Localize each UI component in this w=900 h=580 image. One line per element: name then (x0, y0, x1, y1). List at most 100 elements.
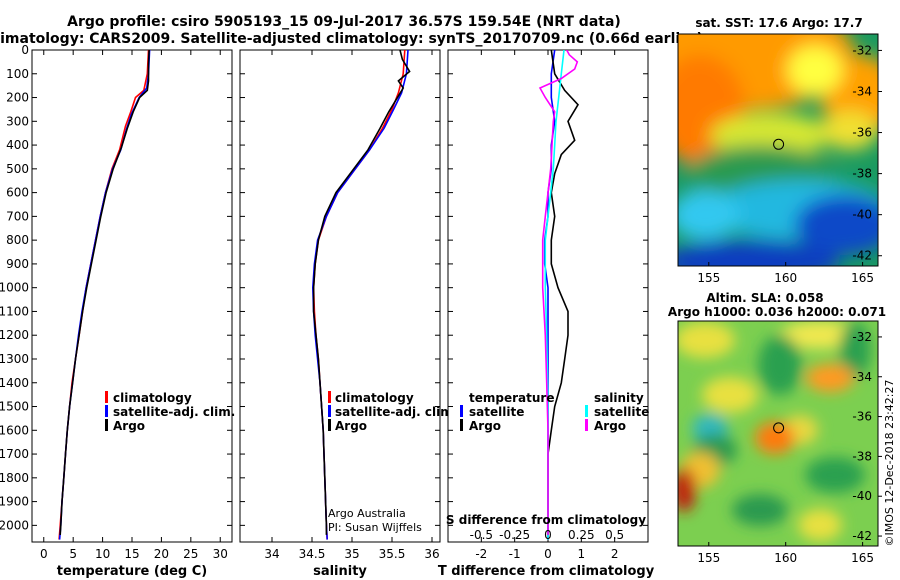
depth-tick-label: 1500 (0, 400, 29, 414)
legend-label-argo: Argo (335, 419, 367, 433)
s-diff-tick-label: 0 (544, 528, 552, 542)
x-tick-label: 0 (544, 547, 552, 561)
depth-tick-label: 1000 (0, 281, 29, 295)
sst-yellow-band (710, 113, 830, 157)
lon-tick-label: 165 (851, 271, 874, 285)
series-line-t-argo (547, 50, 579, 535)
depth-tick-label: 700 (6, 209, 29, 223)
depth-tick-label: 1200 (0, 328, 29, 342)
x-tick-label: -2 (475, 547, 487, 561)
imos-timestamp: ©IMOS 12-Dec-2018 23:42:27 (883, 380, 896, 547)
depth-tick-label: 200 (6, 91, 29, 105)
sst-yellow-ne (787, 45, 843, 95)
lat-tick-label: -40 (852, 208, 872, 222)
sst-blue-southeast (795, 195, 878, 255)
lat-tick-label: -34 (852, 84, 872, 98)
salinity-plot-frame (239, 49, 441, 543)
legend-label-climatology: climatology (113, 391, 192, 405)
sla-orange-c (755, 422, 795, 454)
depth-tick-label: 400 (6, 138, 29, 152)
lat-tick-label: -32 (852, 330, 872, 344)
legend-label-temperature: temperature (469, 391, 554, 405)
sst-cyan-west (678, 190, 740, 240)
lon-tick-label: 155 (697, 551, 720, 565)
legend-swatch-s-satellite (585, 405, 588, 417)
x-tick-label: 35 (344, 547, 359, 561)
lat-tick-label: -42 (852, 249, 872, 263)
difference-top-axis-label: S difference from climatology (446, 513, 646, 527)
depth-tick-label: 1400 (0, 376, 29, 390)
lon-tick-label: 165 (851, 551, 874, 565)
legend-label-argo: Argo (113, 419, 145, 433)
sla-map-frame (677, 320, 879, 547)
x-tick-label: 34 (264, 547, 279, 561)
depth-tick-label: 1800 (0, 471, 29, 485)
sst-blue-south (678, 240, 840, 266)
sla-map-title-line2: Argo h1000: 0.036 h2000: 0.071 (668, 305, 886, 319)
x-tick-label: -1 (509, 547, 521, 561)
salinity-legend: climatology satellite-adj. clim. Argo (328, 391, 457, 433)
lon-tick-label: 155 (697, 271, 720, 285)
difference-legend-temperature: temperature satellite Argo (460, 391, 554, 433)
x-tick-label: 2 (611, 547, 619, 561)
credit-line2: PI: Susan Wijffels (328, 521, 422, 534)
series-line-argo (59, 50, 150, 535)
sla-map-title-line1: Altim. SLA: 0.058 (706, 291, 823, 305)
sla-map-field (678, 321, 878, 546)
sla-red-w (678, 468, 696, 512)
sst-argo-location-marker (773, 138, 785, 150)
legend-swatch-t-argo (460, 419, 463, 431)
sst-map-title: sat. SST: 17.6 Argo: 17.7 (695, 16, 862, 30)
legend-swatch-t-satellite (460, 405, 463, 417)
difference-panel: -2 -1 0 1 2 T difference from climatology S … (438, 49, 655, 579)
sla-yellow-nw (678, 322, 735, 358)
legend-swatch-argo (328, 419, 331, 431)
s-diff-tick-label: 0.25 (568, 528, 595, 542)
sla-yellow-s (798, 509, 842, 541)
x-tick-label: 35.5 (379, 547, 406, 561)
lat-tick-label: -40 (852, 489, 872, 503)
sla-green-n (758, 335, 802, 395)
depth-tick-label: 900 (6, 257, 29, 271)
legend-label-salinity: salinity (594, 391, 644, 405)
temperature-x-axis-label: temperature (deg C) (57, 564, 207, 579)
sla-map-panel: Altim. SLA: 0.058 Argo h1000: 0.036 h200… (668, 291, 886, 565)
salinity-panel: 34 34.5 35 35.5 36 salinity climatology sate… (239, 49, 457, 579)
x-tick-label: 1 (578, 547, 586, 561)
depth-tick-label: 1100 (0, 304, 29, 318)
depth-tick-label: 600 (6, 186, 29, 200)
series-line-argo (312, 50, 411, 535)
lat-tick-label: -32 (852, 43, 872, 57)
temperature-legend: climatology satellite-adj. clim. Argo (105, 391, 235, 433)
salinity-x-axis-label: salinity (313, 564, 367, 579)
sla-green-se (805, 457, 865, 493)
depth-tick-label: 1900 (0, 495, 29, 509)
depth-tick-label: 1600 (0, 423, 29, 437)
temperature-panel: 0100200300400500600700800900100011001200… (0, 43, 235, 579)
series-line-s-argo (538, 50, 579, 535)
lat-tick-label: -34 (852, 370, 872, 384)
x-tick-label: 25 (183, 547, 198, 561)
s-diff-tick-label: -0.25 (499, 528, 530, 542)
lat-tick-label: -36 (852, 126, 872, 140)
s-diff-tick-label: -0.5 (470, 528, 493, 542)
legend-swatch-climatology (105, 391, 108, 403)
legend-label-t-satellite: satellite (469, 405, 524, 419)
legend-label-climatology: climatology (335, 391, 414, 405)
depth-tick-label: 0 (21, 43, 29, 57)
lon-tick-label: 160 (774, 551, 797, 565)
difference-x-axis-label: T difference from climatology (438, 564, 655, 579)
figure-title-line2: Climatology: CARS2009. Satellite-adjuste… (0, 31, 703, 47)
sla-orange-e (806, 364, 854, 392)
legend-swatch-s-argo (585, 419, 588, 431)
legend-label-satellite: satellite-adj. clim. (113, 405, 235, 419)
legend-swatch-argo (105, 419, 108, 431)
x-tick-label: 30 (213, 547, 228, 561)
lon-tick-label: 160 (774, 271, 797, 285)
depth-tick-label: 800 (6, 233, 29, 247)
credit-line1: Argo Australia (328, 507, 406, 520)
depth-tick-label: 1300 (0, 352, 29, 366)
sla-green-e (839, 322, 871, 378)
figure-title-line1: Argo profile: csiro 5905193_15 09-Jul-20… (67, 14, 621, 30)
